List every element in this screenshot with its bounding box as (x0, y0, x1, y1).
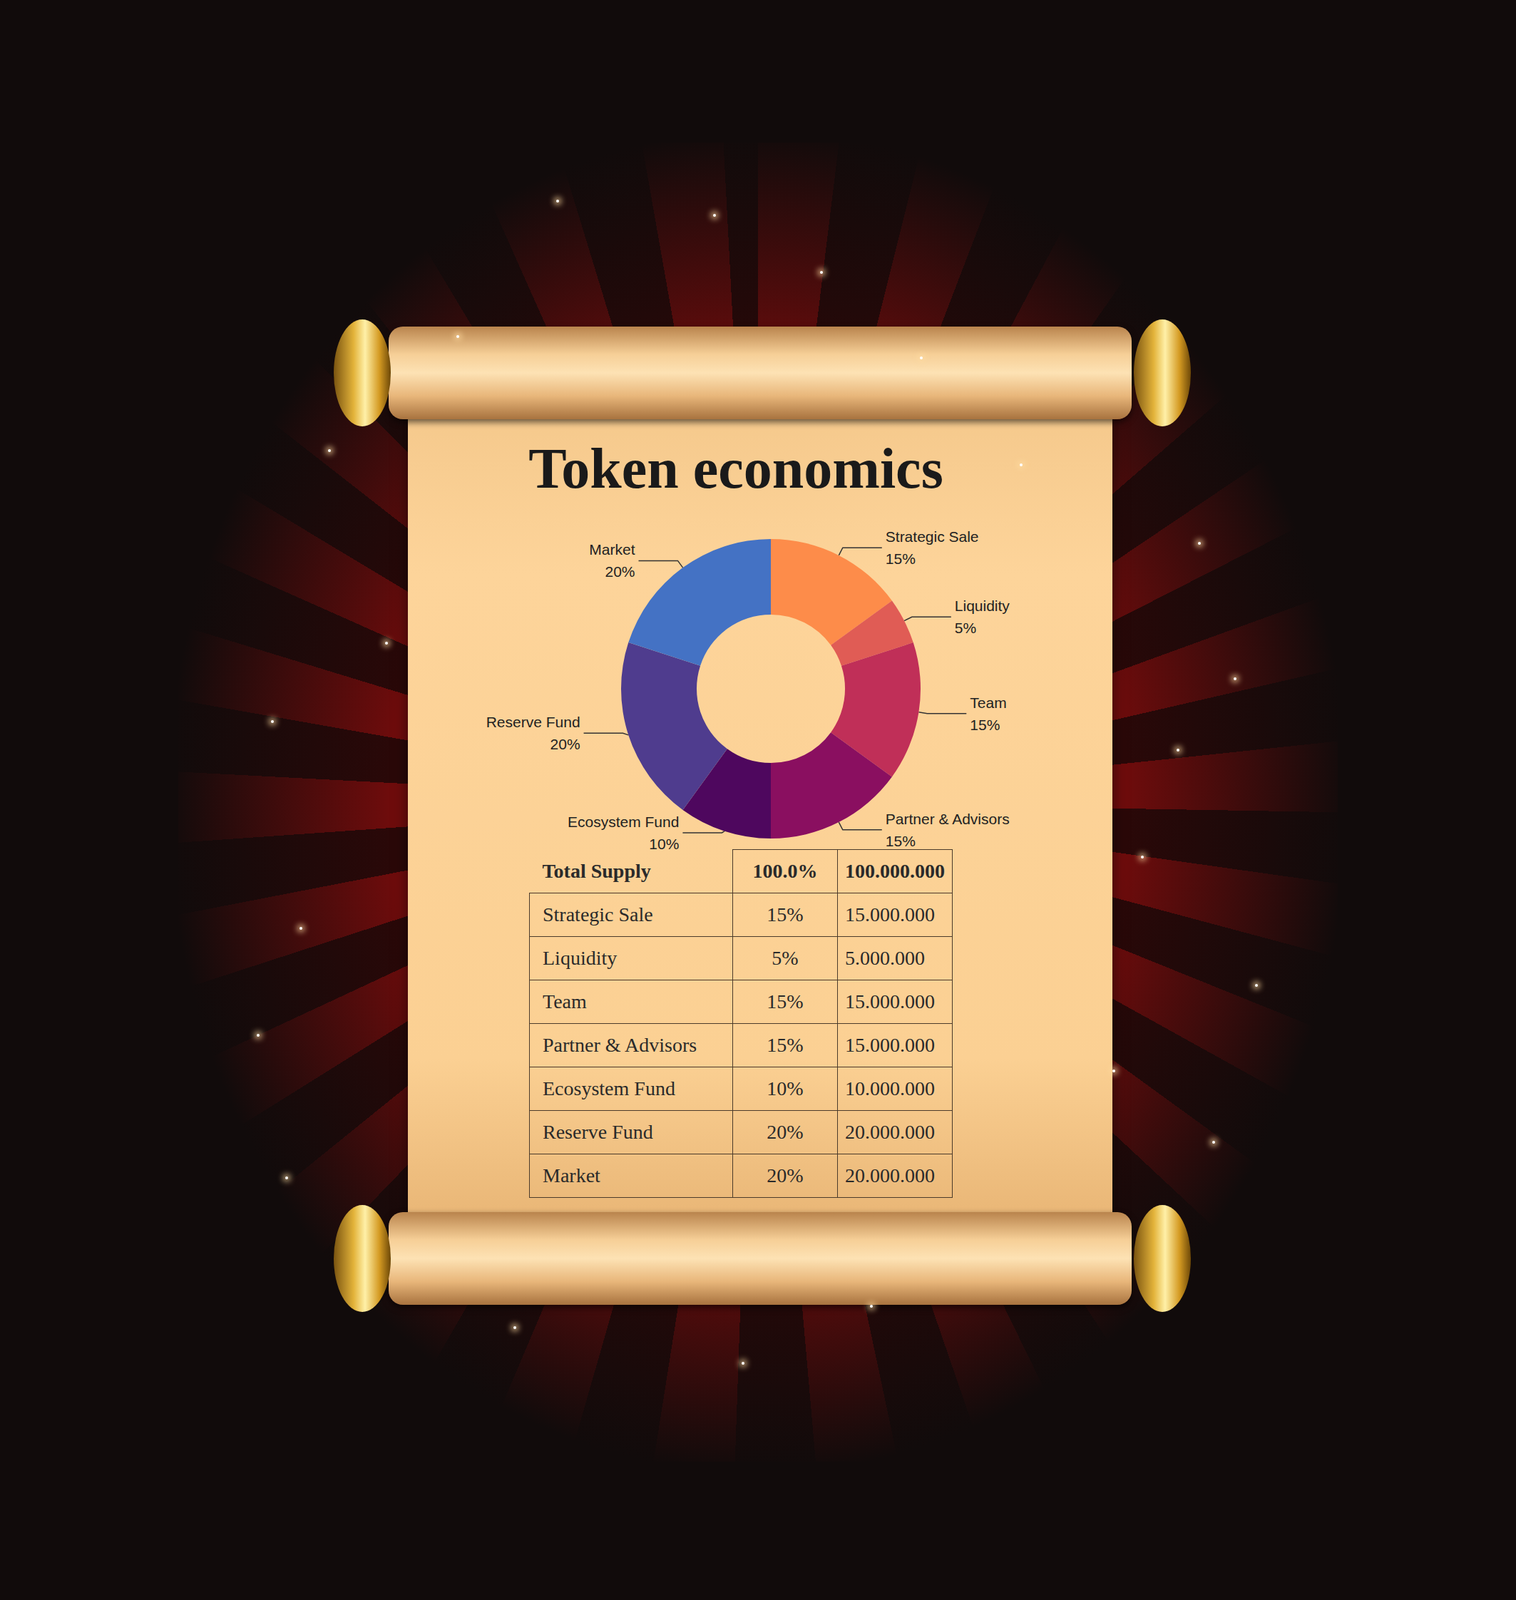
html-text:10%: 10% (766, 1077, 804, 1100)
html-text:Team: Team (542, 990, 587, 1013)
html-text:100.0%: 100.0% (752, 859, 818, 883)
html-text:Partner & Advisors: Partner & Advisors (542, 1033, 697, 1057)
html-text:15%: 15% (766, 990, 804, 1013)
html-text:20%: 20% (766, 1120, 804, 1144)
svg-text:20%: 20% (604, 563, 635, 580)
svg-text:Ecosystem Fund: Ecosystem Fund (567, 813, 679, 831)
html-text:Market: Market (542, 1164, 601, 1187)
svg-text:10%: 10% (648, 835, 679, 853)
html-text:Token economics: Token economics (528, 437, 944, 500)
svg-text:Strategic Sale: Strategic Sale (885, 528, 980, 545)
svg-text:Partner & Advisors: Partner & Advisors (885, 810, 1010, 828)
html-text:15%: 15% (766, 1033, 804, 1057)
html-text:Ecosystem Fund: Ecosystem Fund (542, 1077, 676, 1100)
svg-text:Reserve Fund: Reserve Fund (486, 713, 581, 731)
svg-text:Liquidity: Liquidity (954, 597, 1011, 614)
svg-text:15%: 15% (885, 550, 916, 567)
html-text:15.000.000: 15.000.000 (844, 1033, 935, 1057)
html-text:Strategic Sale: Strategic Sale (542, 903, 653, 926)
svg-text:15%: 15% (969, 716, 1000, 734)
html-text:100.000.000: 100.000.000 (844, 859, 945, 883)
html-text:Liquidity: Liquidity (542, 946, 617, 970)
svg-text:20%: 20% (550, 735, 581, 753)
html-text:15.000.000: 15.000.000 (844, 990, 935, 1013)
html-text:20.000.000: 20.000.000 (844, 1164, 935, 1187)
svg-text:5%: 5% (954, 619, 977, 637)
html-text:20.000.000: 20.000.000 (844, 1120, 935, 1144)
html-text:10.000.000: 10.000.000 (844, 1077, 935, 1100)
svg-text:15%: 15% (885, 832, 916, 850)
html-text:5%: 5% (771, 946, 799, 970)
svg-text:Market: Market (589, 541, 635, 558)
html-text:Total Supply: Total Supply (542, 859, 651, 882)
html-text:15%: 15% (766, 903, 804, 926)
html-text:15.000.000: 15.000.000 (844, 903, 935, 926)
html-text:Reserve Fund: Reserve Fund (542, 1120, 654, 1144)
html-text:5.000.000: 5.000.000 (844, 946, 925, 970)
html-text:20%: 20% (766, 1164, 804, 1187)
svg-text:Team: Team (969, 694, 1007, 711)
